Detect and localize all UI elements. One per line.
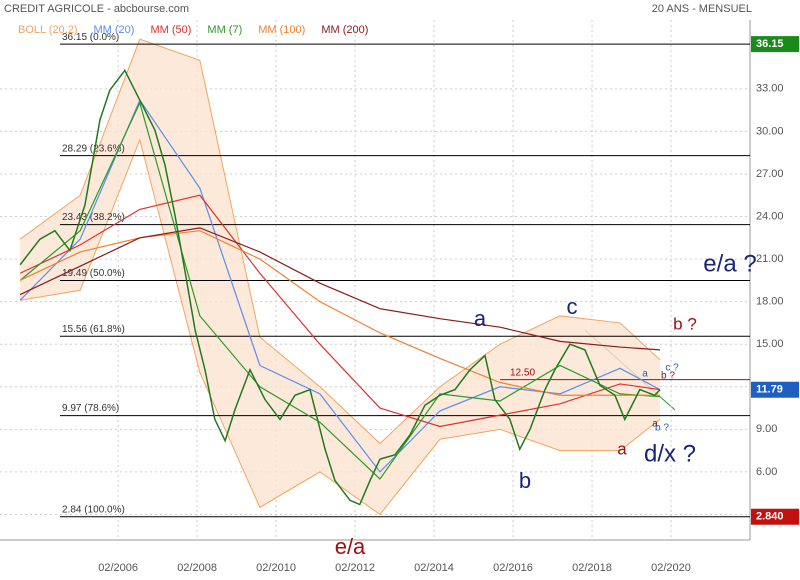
x-tick-label: 02/2016 — [493, 562, 533, 574]
wave-annotation: a — [474, 306, 487, 331]
legend-entry: MM (7) — [207, 24, 242, 36]
legend-entry: MM (200) — [321, 24, 368, 36]
bollinger-band — [20, 39, 660, 515]
x-tick-label: 02/2020 — [651, 562, 691, 574]
fibonacci-label: 36.15 (0.0%) — [62, 32, 119, 43]
fibonacci-label: 9.97 (78.6%) — [62, 403, 119, 414]
fibonacci-label: 19.49 (50.0%) — [62, 268, 125, 279]
moving-average — [19, 227, 660, 351]
y-tick-label: 18.00 — [756, 296, 784, 308]
wave-annotation: c — [567, 294, 578, 319]
x-tick-label: 02/2010 — [256, 562, 296, 574]
wave-annotation: b ? — [655, 423, 669, 434]
wave-annotation: e/a — [335, 534, 366, 559]
y-tick-label: 33.00 — [756, 83, 784, 95]
bollinger-lower — [20, 138, 661, 516]
wave-annotation: b ? — [661, 371, 675, 382]
x-tick-label: 02/2006 — [98, 562, 138, 574]
y-tick-label: 9.00 — [756, 423, 777, 435]
chart-subtitle: 20 ANS - MENSUEL — [652, 3, 752, 15]
x-tick-label: 02/2012 — [335, 562, 375, 574]
price-box — [751, 36, 799, 53]
y-tick-label: 27.00 — [756, 168, 784, 180]
y-tick-label: 30.00 — [756, 125, 784, 137]
wave-annotation: a — [617, 439, 627, 458]
fibonacci-label: 2.84 (100.0%) — [62, 504, 125, 515]
legend-entry: MM (100) — [258, 24, 305, 36]
legend-entry: MM (50) — [150, 24, 191, 36]
x-tick-label: 02/2018 — [572, 562, 612, 574]
wave-annotation: b — [519, 468, 531, 493]
fibonacci-label: 23.43 (38.2%) — [62, 212, 125, 223]
y-tick-label: 15.00 — [756, 338, 784, 350]
x-tick-label: 02/2008 — [177, 562, 217, 574]
y-tick-label: 21.00 — [756, 253, 784, 265]
wave-annotation: d/x ? — [644, 440, 696, 467]
moving-average — [19, 194, 661, 428]
price-box-label: 11.79 — [756, 384, 783, 396]
wave-annotation: a — [642, 369, 648, 380]
legend-entry: BOLL (20,2) — [18, 24, 78, 36]
x-tick-label: 02/2014 — [414, 562, 454, 574]
fibonacci-label: 28.29 (23.6%) — [62, 143, 125, 154]
moving-average — [19, 230, 660, 396]
wave-annotation: b ? — [673, 314, 697, 333]
fibonacci-label: 15.56 (61.8%) — [62, 324, 125, 335]
price-box-label: 2.840 — [756, 511, 784, 523]
chart-title: CREDIT AGRICOLE - abcbourse.com — [4, 3, 189, 15]
wave-annotation: c ? — [665, 363, 679, 374]
wave-annotation: a — [652, 419, 658, 430]
price-box — [751, 508, 799, 525]
wave-annotation: e/a ? — [703, 250, 756, 277]
y-tick-label: 24.00 — [756, 210, 784, 222]
price-box-label: 36.15 — [756, 38, 784, 50]
legend-entry: MM (20) — [94, 24, 135, 36]
price-line — [19, 68, 661, 506]
resistance-label: 12.50 — [510, 367, 535, 378]
price-box — [751, 381, 799, 398]
y-tick-label: 6.00 — [756, 466, 777, 478]
moving-average — [19, 101, 660, 480]
